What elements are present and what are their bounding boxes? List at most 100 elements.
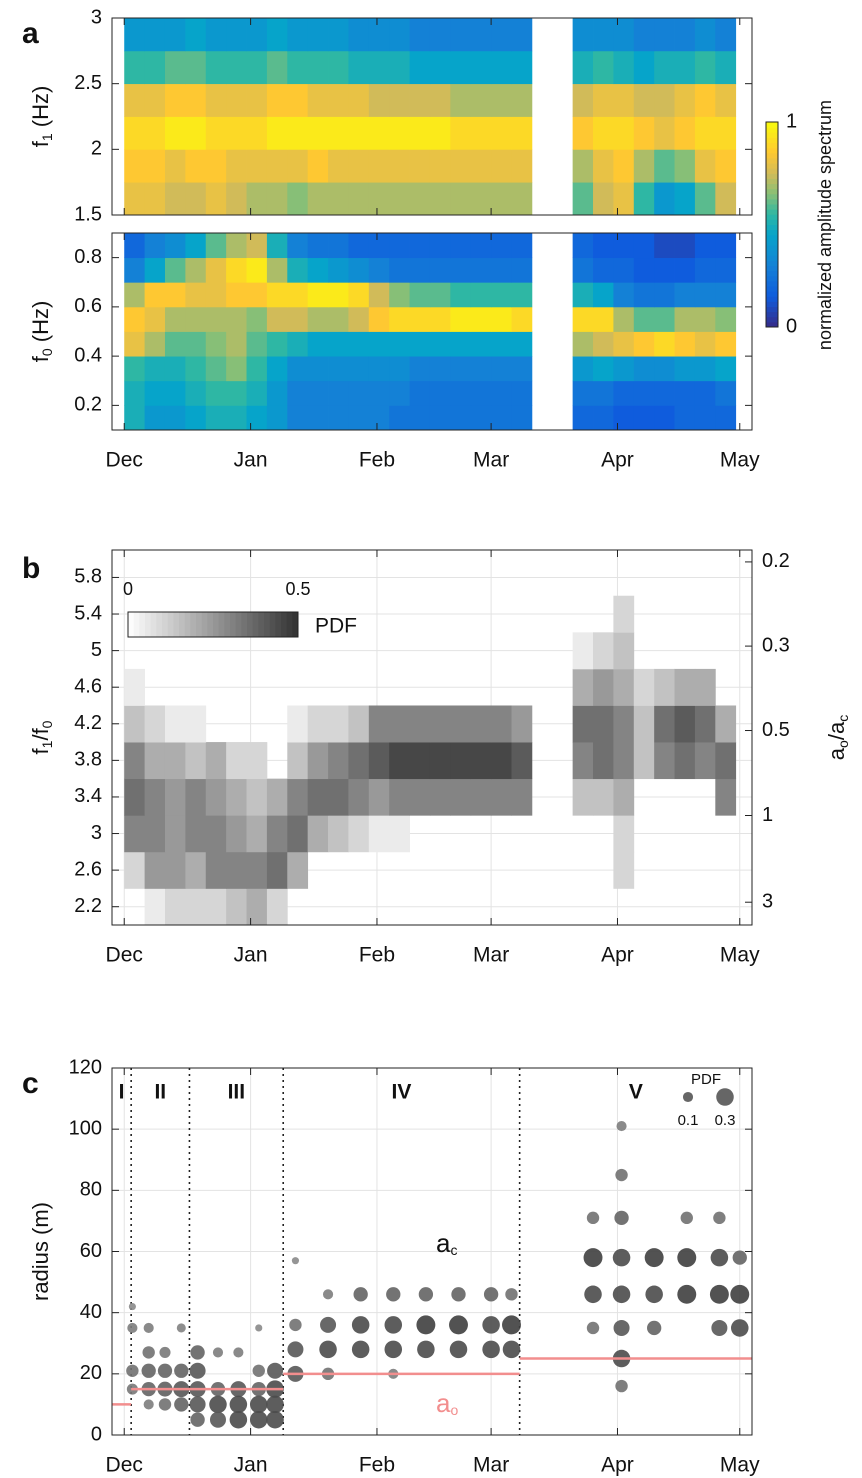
colorbar-swatch	[766, 234, 778, 241]
heatmap-cell	[633, 233, 655, 259]
plot-frame	[111, 549, 753, 926]
heatmap-cell	[450, 83, 472, 117]
heatmap-cell	[287, 356, 309, 382]
heatmap-cell	[715, 18, 737, 52]
heatmap-cell	[328, 306, 349, 332]
data-point	[190, 1412, 205, 1427]
data-point	[680, 1211, 693, 1225]
y2-axis-label-part: c	[835, 715, 851, 722]
data-point	[190, 1345, 205, 1360]
heatmap-cell	[511, 83, 533, 117]
heatmap-cell	[470, 405, 492, 431]
heatmap-cell	[164, 888, 186, 926]
heatmap-cell	[613, 116, 635, 150]
y-tick-label: 2.6	[74, 858, 102, 880]
heatmap-cell	[572, 405, 594, 431]
data-point	[730, 1284, 750, 1304]
heatmap-cell	[654, 742, 675, 780]
data-point	[451, 1287, 466, 1302]
heatmap-cell	[715, 405, 737, 431]
heatmap-cell	[429, 282, 451, 308]
heatmap-cell	[205, 742, 227, 780]
heatmap-cell	[246, 18, 268, 52]
colorbar-swatch	[292, 612, 299, 637]
data-point	[351, 1340, 370, 1359]
x-tick-label: Feb	[359, 1454, 395, 1477]
colorbar-swatch	[766, 265, 778, 272]
heatmap-cell	[674, 83, 696, 117]
heatmap-cell	[654, 233, 675, 259]
size-legend-title: PDF	[691, 1071, 721, 1088]
heatmap-cell	[144, 50, 166, 85]
colorbar-swatch	[139, 612, 146, 637]
heatmap-cell	[633, 405, 655, 431]
heatmap-cell	[409, 778, 431, 816]
heatmap-cell	[389, 233, 410, 259]
heatmap-cell	[429, 257, 451, 283]
colorbar-swatch	[162, 612, 169, 637]
heatmap-cell	[226, 742, 247, 780]
heatmap-cell	[491, 306, 512, 332]
heatmap-cell	[226, 356, 247, 382]
heatmap-cell	[593, 705, 614, 743]
heatmap-cell	[144, 233, 166, 259]
heatmap-cell	[429, 380, 451, 406]
data-point	[384, 1316, 403, 1334]
heatmap-cell	[593, 632, 614, 670]
heatmap-cell	[164, 851, 186, 889]
colorbar-swatch	[766, 137, 778, 143]
y-axis-label: f0 (Hz)	[28, 301, 55, 363]
heatmap-cell	[694, 83, 716, 117]
heatmap-cell	[694, 149, 716, 183]
heatmap-cell	[593, 668, 614, 706]
heatmap-cell	[409, 50, 431, 85]
data-point	[713, 1211, 726, 1225]
heatmap-cell	[572, 742, 594, 780]
colorbar-swatch	[156, 612, 163, 637]
heatmap-cell	[307, 815, 329, 853]
heatmap-cell	[246, 116, 268, 150]
heatmap-cell	[287, 50, 309, 85]
heatmap-cell	[470, 18, 492, 52]
colorbar-swatch	[766, 311, 778, 318]
heatmap-cell	[307, 705, 329, 743]
heatmap-cell	[348, 182, 370, 216]
heatmap-cell	[307, 83, 329, 117]
data-point	[613, 1319, 630, 1336]
data-point	[677, 1248, 697, 1268]
heatmap-cell	[409, 233, 431, 259]
heatmap-cell	[409, 380, 431, 406]
heatmap-cell	[715, 742, 737, 780]
heatmap-cell	[205, 257, 227, 283]
heatmap-cell	[654, 116, 675, 150]
heatmap-cell	[715, 282, 737, 308]
heatmap-cell	[266, 851, 288, 889]
heatmap-cell	[226, 851, 247, 889]
heatmap-cell	[613, 50, 635, 85]
heatmap-cell	[164, 149, 186, 183]
colorbar-swatch	[224, 612, 231, 637]
heatmap-cell	[613, 380, 635, 406]
colorbar-swatch	[258, 612, 265, 637]
x-tick-label: Mar	[473, 1454, 509, 1477]
heatmap-cell	[246, 182, 268, 216]
heatmap-cell	[368, 182, 390, 216]
heatmap-cell	[633, 257, 655, 283]
heatmap-cell	[368, 705, 390, 743]
y2-tick-label: 0.5	[762, 719, 790, 741]
heatmap-cell	[144, 257, 166, 283]
heatmap-cell	[368, 306, 390, 332]
heatmap-cell	[694, 257, 716, 283]
heatmap-cell	[511, 282, 533, 308]
data-point	[711, 1319, 728, 1336]
heatmap-cell	[164, 705, 186, 743]
y-axis-label: f1/f0	[28, 720, 55, 754]
heatmap-cell	[266, 50, 288, 85]
colorbar-swatch	[766, 286, 778, 292]
heatmap-cell	[226, 182, 247, 216]
y-tick-label: 1.5	[74, 203, 102, 225]
heatmap-cell	[307, 356, 329, 382]
heatmap-cell	[348, 149, 370, 183]
heatmap-cell	[593, 18, 614, 52]
colorbar-swatch	[766, 270, 778, 277]
